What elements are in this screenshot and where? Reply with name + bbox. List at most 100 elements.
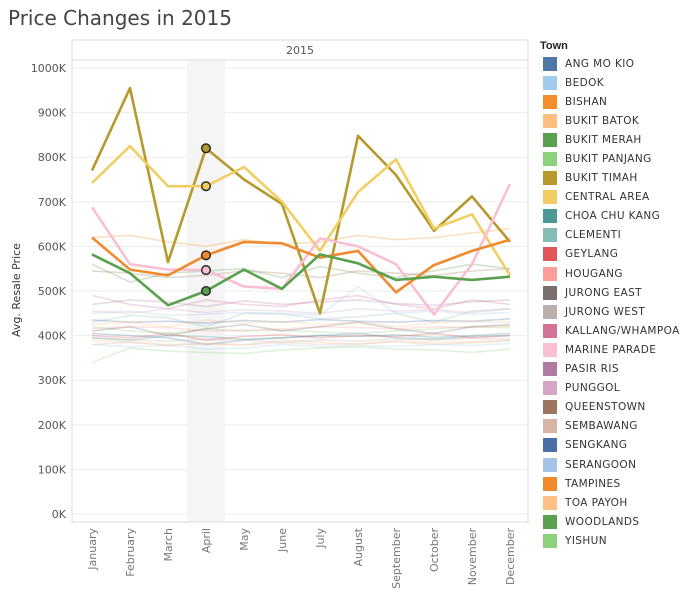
- legend-item[interactable]: HOUGANG: [532, 264, 680, 283]
- legend-swatch: [543, 75, 557, 90]
- legend-swatch: [543, 400, 557, 415]
- legend-item[interactable]: SEMBAWANG: [532, 417, 680, 436]
- series-line-serangoon: [91, 285, 511, 317]
- y-tick-label: 800K: [38, 151, 67, 164]
- x-tick-label: December: [504, 528, 517, 586]
- legend-item[interactable]: KALLANG/WHAMPOA: [532, 321, 680, 340]
- legend-swatch: [543, 323, 557, 338]
- legend-item[interactable]: WOODLANDS: [532, 512, 680, 531]
- legend: Town ANG MO KIO BEDOK BISHAN BUKIT BATOK BUK…: [532, 38, 680, 550]
- legend-swatch: [543, 94, 557, 109]
- y-tick-label: 500K: [38, 285, 67, 298]
- legend-item[interactable]: QUEENSTOWN: [532, 398, 680, 417]
- legend-swatch: [543, 419, 557, 434]
- y-tick-label: 400K: [38, 330, 67, 343]
- legend-item[interactable]: SENGKANG: [532, 436, 680, 455]
- legend-item[interactable]: ANG MO KIO: [532, 54, 680, 73]
- legend-swatch: [543, 476, 557, 491]
- legend-swatch: [543, 266, 557, 281]
- y-tick-label: 300K: [38, 374, 67, 387]
- legend-item[interactable]: MARINE PARADE: [532, 340, 680, 359]
- legend-item[interactable]: YISHUN: [532, 531, 680, 550]
- series-line-bedok: [91, 342, 511, 350]
- series-line-choa-chu-kang: [91, 332, 511, 341]
- series-line-bishan: [91, 227, 511, 248]
- legend-item[interactable]: JURONG WEST: [532, 302, 680, 321]
- legend-label: KALLANG/WHAMPOA: [565, 324, 680, 337]
- series-line-tampines: [91, 236, 511, 294]
- legend-label: SENGKANG: [565, 439, 628, 452]
- x-tick-label: March: [162, 528, 175, 562]
- legend-label: YISHUN: [565, 534, 608, 547]
- legend-label: CHOA CHU KANG: [565, 210, 661, 223]
- legend-items: ANG MO KIO BEDOK BISHAN BUKIT BATOK BUKIT ME…: [532, 54, 680, 550]
- legend-item[interactable]: BEDOK: [532, 73, 680, 92]
- marker-tampines: [200, 250, 211, 261]
- y-tick-label: 100K: [38, 463, 67, 476]
- legend-item[interactable]: PUNGGOL: [532, 379, 680, 398]
- series-line-hougang: [91, 325, 511, 332]
- series-line-sembawang: [91, 340, 511, 347]
- x-tick-label: April: [200, 528, 213, 553]
- legend-item[interactable]: TOA PAYOH: [532, 493, 680, 512]
- legend-label: JURONG WEST: [565, 305, 646, 318]
- marker-marine-parade: [200, 265, 211, 276]
- legend-swatch: [543, 304, 557, 319]
- series-line-bukit-batok: [91, 339, 511, 347]
- legend-swatch: [543, 190, 557, 205]
- legend-item[interactable]: TAMPINES: [532, 474, 680, 493]
- legend-label: SERANGOON: [565, 458, 637, 471]
- line-chart: 2015 0K 100K 200K 300K 400K 500K 600K 700K 800K 9…: [10, 39, 529, 589]
- series-line-bukit-panjang: [91, 325, 511, 335]
- legend-swatch: [543, 457, 557, 472]
- x-axis: January February March April May June July Augu…: [86, 527, 517, 588]
- series-line-punggol: [91, 307, 511, 315]
- legend-label: BUKIT MERAH: [565, 133, 642, 146]
- legend-item[interactable]: GEYLANG: [532, 245, 680, 264]
- legend-label: BISHAN: [565, 95, 608, 108]
- legend-item[interactable]: BUKIT BATOK: [532, 111, 680, 130]
- legend-item[interactable]: BUKIT MERAH: [532, 130, 680, 149]
- y-tick-label: 700K: [38, 196, 67, 209]
- chart-title: Price Changes in 2015: [8, 6, 232, 30]
- y-tick-label: 0K: [52, 508, 67, 521]
- legend-item[interactable]: CHOA CHU KANG: [532, 207, 680, 226]
- legend-label: WOODLANDS: [565, 515, 640, 528]
- legend-title: Town: [540, 40, 568, 52]
- marker-bukit-timah: [200, 143, 211, 154]
- legend-label: BEDOK: [565, 76, 605, 89]
- legend-item[interactable]: JURONG EAST: [532, 283, 680, 302]
- legend-item[interactable]: CLEMENTI: [532, 226, 680, 245]
- series-line-geylang: [91, 332, 511, 341]
- y-tick-label: 900K: [38, 107, 67, 120]
- series-line-central-area: [91, 144, 512, 277]
- legend-item[interactable]: BISHAN: [532, 92, 680, 111]
- legend-swatch: [543, 438, 557, 453]
- legend-label: SEMBAWANG: [565, 420, 638, 433]
- marker-woodlands: [200, 286, 211, 297]
- legend-item[interactable]: PASIR RIS: [532, 360, 680, 379]
- legend-swatch: [543, 285, 557, 300]
- series-line-woodlands: [91, 253, 511, 307]
- legend-item[interactable]: CENTRAL AREA: [532, 188, 680, 207]
- x-tick-label: October: [428, 528, 441, 572]
- legend-swatch: [543, 228, 557, 243]
- legend-swatch: [543, 132, 557, 147]
- legend-label: PUNGGOL: [565, 382, 621, 395]
- legend-item[interactable]: BUKIT TIMAH: [532, 169, 680, 188]
- legend-swatch: [543, 342, 557, 357]
- series-line-toa-payoh: [91, 319, 511, 328]
- legend-label: JURONG EAST: [565, 286, 642, 299]
- y-axis-label: Avg. Resale Price: [10, 243, 23, 337]
- panel-header: 2015: [286, 44, 314, 57]
- series-line-bukit-timah: [90, 86, 511, 315]
- legend-item[interactable]: SERANGOON: [532, 455, 680, 474]
- legend-item[interactable]: BUKIT PANJANG: [532, 149, 680, 168]
- legend-label: TOA PAYOH: [565, 496, 628, 509]
- y-tick-label: 1000K: [31, 62, 67, 75]
- legend-swatch: [543, 209, 557, 224]
- background-series: [91, 227, 511, 364]
- legend-label: ANG MO KIO: [565, 57, 635, 70]
- x-tick-label: November: [466, 528, 479, 586]
- series-line-queenstown: [91, 267, 511, 279]
